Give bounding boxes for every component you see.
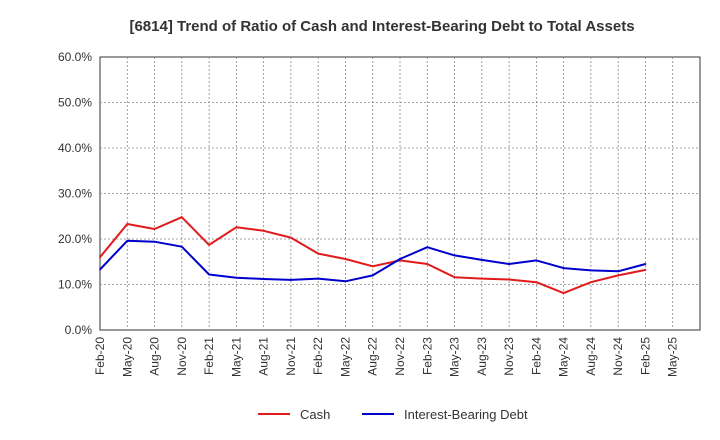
data-point-interest-bearing-debt bbox=[290, 279, 292, 281]
data-point-interest-bearing-debt bbox=[208, 273, 210, 276]
y-axis: 0.0% 10.0% 20.0% 30.0% 40.0% 50.0% 60.0% bbox=[58, 50, 92, 337]
data-point-interest-bearing-debt bbox=[480, 259, 483, 261]
data-point-cash bbox=[371, 265, 374, 268]
data-point-interest-bearing-debt bbox=[508, 263, 510, 265]
data-point-interest-bearing-debt bbox=[180, 245, 183, 248]
x-tick-label: Feb-20 bbox=[93, 337, 107, 375]
x-tick-label: May-21 bbox=[229, 337, 243, 377]
data-point-cash bbox=[508, 278, 510, 281]
y-tick-label: 40.0% bbox=[58, 141, 92, 155]
y-tick-label: 50.0% bbox=[58, 96, 92, 110]
data-point-interest-bearing-debt bbox=[317, 277, 320, 280]
data-point-interest-bearing-debt bbox=[617, 270, 620, 273]
x-tick-label: May-25 bbox=[666, 337, 680, 377]
data-point-interest-bearing-debt bbox=[590, 269, 592, 272]
grid-layer bbox=[100, 57, 700, 330]
data-point-cash bbox=[617, 274, 620, 277]
data-point-cash bbox=[562, 292, 565, 295]
data-point-interest-bearing-debt bbox=[344, 280, 347, 283]
x-tick-label: Nov-21 bbox=[284, 337, 298, 376]
y-tick-label: 30.0% bbox=[58, 187, 92, 201]
data-point-cash bbox=[180, 216, 183, 219]
chart-title: [6814] Trend of Ratio of Cash and Intere… bbox=[129, 18, 634, 35]
data-point-interest-bearing-debt bbox=[99, 268, 101, 271]
data-point-cash bbox=[208, 244, 210, 246]
data-point-interest-bearing-debt bbox=[535, 259, 538, 262]
data-point-interest-bearing-debt bbox=[426, 246, 429, 249]
data-point-interest-bearing-debt bbox=[126, 239, 129, 242]
data-point-cash bbox=[235, 226, 238, 229]
data-point-interest-bearing-debt bbox=[235, 276, 238, 279]
x-tick-label: Aug-21 bbox=[257, 337, 271, 376]
x-tick-label: May-24 bbox=[557, 337, 571, 377]
x-tick-label: Feb-22 bbox=[311, 337, 325, 375]
data-point-cash bbox=[290, 236, 292, 239]
x-tick-label: Aug-20 bbox=[148, 337, 162, 376]
data-point-interest-bearing-debt bbox=[644, 263, 647, 265]
data-point-cash bbox=[535, 281, 538, 284]
x-tick-label: Feb-23 bbox=[420, 337, 434, 375]
data-point-interest-bearing-debt bbox=[153, 240, 156, 243]
legend-label-interest-bearing-debt: Interest-Bearing Debt bbox=[404, 407, 528, 422]
x-tick-label: Nov-24 bbox=[611, 337, 625, 376]
data-point-interest-bearing-debt bbox=[453, 254, 456, 257]
y-tick-label: 60.0% bbox=[58, 50, 92, 64]
x-tick-label: May-20 bbox=[120, 337, 134, 377]
y-tick-label: 10.0% bbox=[58, 278, 92, 292]
data-point-cash bbox=[262, 229, 265, 232]
x-tick-label: Feb-21 bbox=[202, 337, 216, 375]
data-point-cash bbox=[453, 276, 456, 279]
data-point-cash bbox=[153, 228, 156, 230]
data-point-cash bbox=[317, 252, 320, 255]
data-point-cash bbox=[644, 269, 647, 271]
x-tick-label: Aug-22 bbox=[366, 337, 380, 376]
data-point-interest-bearing-debt bbox=[262, 278, 265, 280]
series-layer bbox=[99, 216, 647, 295]
data-point-cash bbox=[426, 263, 429, 265]
x-tick-label: Nov-20 bbox=[175, 337, 189, 376]
x-tick-label: Nov-22 bbox=[393, 337, 407, 376]
data-point-interest-bearing-debt bbox=[562, 267, 565, 270]
data-point-interest-bearing-debt bbox=[399, 258, 401, 260]
x-tick-label: Feb-25 bbox=[638, 337, 652, 375]
data-point-cash bbox=[344, 258, 347, 260]
data-point-cash bbox=[590, 281, 592, 284]
data-point-cash bbox=[99, 256, 101, 259]
x-axis: Feb-20 May-20 Aug-20 Nov-20 Feb-21 May-21 Aug-… bbox=[93, 337, 680, 377]
x-tick-label: Aug-23 bbox=[475, 337, 489, 376]
legend-label-cash: Cash bbox=[300, 407, 330, 422]
x-tick-label: Nov-23 bbox=[502, 337, 516, 376]
y-tick-label: 20.0% bbox=[58, 232, 92, 246]
x-tick-label: May-22 bbox=[338, 337, 352, 377]
data-point-interest-bearing-debt bbox=[371, 274, 374, 277]
x-tick-label: Aug-24 bbox=[584, 337, 598, 376]
x-tick-label: May-23 bbox=[448, 337, 462, 377]
data-point-cash bbox=[480, 277, 483, 280]
x-tick-label: Feb-24 bbox=[529, 337, 543, 375]
data-point-cash bbox=[126, 223, 129, 225]
legend: Cash Interest-Bearing Debt bbox=[258, 407, 528, 422]
y-tick-label: 0.0% bbox=[65, 323, 93, 337]
